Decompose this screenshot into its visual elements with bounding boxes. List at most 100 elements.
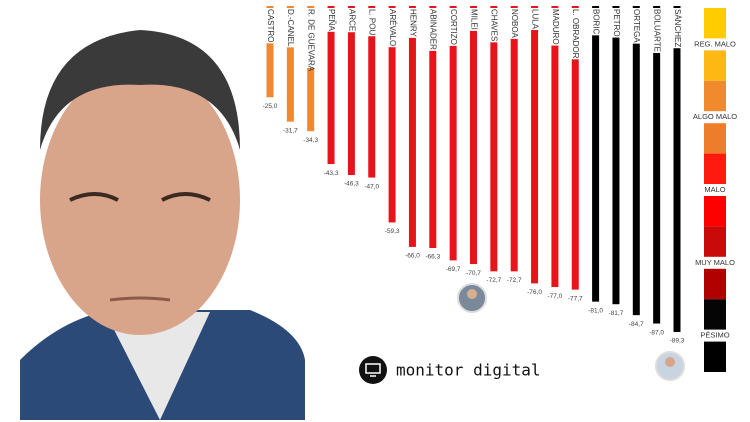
label-bg [529, 8, 540, 31]
label-bg [407, 8, 418, 38]
value-label: -46,3 [344, 181, 359, 188]
label-bg [590, 8, 601, 36]
value-label: -66,3 [425, 254, 440, 261]
label-bg [427, 8, 438, 51]
category-label: HENRY [408, 9, 417, 38]
category-label: D.-CANEL [286, 9, 295, 47]
value-label: -69,7 [446, 266, 461, 273]
category-label-group: ABINADER [427, 8, 438, 51]
portrait [20, 30, 305, 420]
legend-label-bg [689, 111, 741, 124]
label-bg [549, 8, 560, 46]
legend-label: REG. MALO [694, 39, 736, 48]
label-bg [448, 8, 459, 46]
category-label: L. POU [368, 9, 377, 35]
legend-swatch [704, 299, 726, 336]
category-label: NOBOA [510, 9, 519, 39]
category-label: MADURO [551, 9, 560, 45]
category-label-group: NOBOA [509, 8, 520, 39]
bar [429, 6, 437, 248]
bar [592, 6, 600, 302]
value-label: -72,7 [507, 277, 522, 284]
legend-label: PÉSIMO [700, 331, 729, 340]
label-bg [672, 8, 682, 49]
category-label-group: ORTEGA [631, 8, 642, 44]
category-label-group: SÁNCHEZ [672, 8, 682, 49]
category-label: BORIC [591, 9, 600, 35]
bar [551, 6, 559, 288]
category-label-group: HENRY [407, 8, 418, 38]
value-label: -70,7 [466, 270, 481, 277]
bar [286, 6, 294, 122]
category-label-group: BORIC [590, 8, 601, 36]
value-label: -47,0 [364, 183, 379, 190]
bar [327, 6, 335, 165]
bar [470, 6, 477, 265]
value-label: -77,7 [568, 295, 583, 302]
bar [653, 6, 661, 324]
value-label: -25,0 [263, 103, 278, 110]
legend-swatch [704, 44, 726, 81]
bar [490, 6, 498, 272]
legend-swatch [704, 8, 726, 45]
legend-label: ALGO MALO [693, 112, 737, 121]
category-label-group: D.-CANEL [285, 8, 296, 48]
category-label: SÁNCHEZ [673, 9, 682, 47]
bar [571, 6, 579, 290]
category-label: CASTRO [266, 9, 275, 42]
avatar [457, 283, 685, 381]
category-label: BOLUARTE [653, 9, 662, 52]
label-bg [468, 8, 479, 31]
logo: monitor digital [359, 356, 541, 384]
label-bg [346, 8, 357, 33]
bar [307, 6, 315, 132]
value-label: -87,0 [649, 329, 664, 336]
label-bg [326, 8, 337, 32]
category-label: L. OBRADOR [571, 9, 580, 59]
value-label: -66,0 [405, 253, 420, 260]
label-bg [509, 8, 520, 39]
bar [612, 6, 620, 305]
label-bg [488, 8, 499, 43]
category-label-group: MADURO [549, 8, 560, 46]
label-bg [366, 8, 377, 37]
legend-swatch [704, 117, 726, 154]
bar [531, 6, 539, 284]
bar [388, 6, 396, 223]
legend-label-bg [701, 184, 729, 196]
label-bg [387, 8, 398, 48]
value-label: -77,0 [547, 293, 562, 300]
legend-label: MALO [704, 185, 725, 194]
value-label: -72,7 [486, 277, 501, 284]
category-label: CHAVES [490, 9, 499, 41]
value-label: -59,3 [385, 228, 400, 235]
bar [408, 6, 416, 247]
category-label: R. DE GUEVARA [307, 9, 316, 72]
category-label-group: R. DE GUEVARA [305, 8, 316, 72]
label-bg [285, 8, 296, 48]
legend-label-bg [697, 329, 733, 342]
category-label-group: LULA [529, 8, 540, 31]
legend-swatch [704, 335, 726, 372]
value-label: -81,7 [609, 310, 624, 317]
bar [266, 6, 274, 98]
label-bg [610, 8, 621, 38]
category-label: LULA [530, 9, 539, 30]
legend-swatch [704, 226, 726, 263]
category-label-group: PEÑA [326, 8, 337, 32]
category-label: ORTEGA [632, 9, 641, 43]
label-bg [570, 8, 581, 60]
label-bg [265, 8, 275, 44]
category-label-group: L. POU [366, 8, 377, 37]
legend-swatch [704, 262, 726, 300]
category-label-group: ARÉVALO [387, 8, 398, 48]
bar [368, 6, 376, 178]
legend-swatch [704, 153, 726, 190]
category-label: ARÉVALO [388, 9, 397, 46]
label-bg [651, 8, 662, 53]
category-label-group: BOLUARTE [651, 8, 662, 53]
category-label: CORTIZO [449, 9, 458, 45]
category-label: ABINADER [429, 9, 438, 50]
category-label-group: ARCE [346, 8, 357, 33]
